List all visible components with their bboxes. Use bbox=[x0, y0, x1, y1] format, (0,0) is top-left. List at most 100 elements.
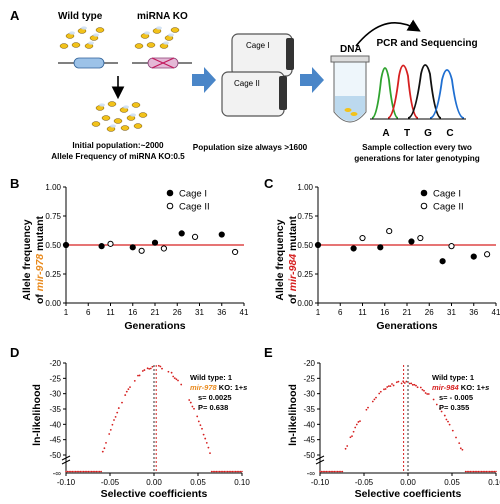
x-tick-label: 16 bbox=[380, 308, 389, 317]
likelihood-point-inf bbox=[233, 470, 235, 473]
likelihood-point-inf bbox=[239, 470, 242, 473]
likelihood-point bbox=[109, 428, 112, 431]
likelihood-point bbox=[371, 400, 374, 403]
chart-d: -20 -25 -30 -35 -40 -45 -50 -∞-0.10 -0.05 0.00 0.0… bbox=[49, 359, 250, 500]
likelihood-point bbox=[384, 388, 387, 390]
cage-1-point bbox=[151, 239, 159, 246]
likelihood-point bbox=[124, 394, 127, 396]
x-tick-label: 0.10 bbox=[234, 478, 250, 487]
likelihood-point-inf bbox=[86, 470, 88, 473]
likelihood-point-inf bbox=[479, 470, 481, 473]
y-tick-label: 0.00 bbox=[297, 299, 313, 308]
likelihood-point bbox=[344, 447, 347, 450]
likelihood-point-inf bbox=[319, 470, 321, 473]
likelihood-point bbox=[359, 420, 361, 423]
likelihood-point-inf bbox=[68, 470, 70, 473]
likelihood-point bbox=[387, 385, 390, 388]
legend-marker bbox=[420, 202, 428, 210]
svg-text:P= 0.355: P= 0.355 bbox=[439, 403, 469, 412]
likelihood-point bbox=[138, 374, 141, 377]
likelihood-point-inf bbox=[335, 470, 337, 473]
legend-label: Cage I bbox=[433, 189, 461, 200]
x-axis-label: Generations bbox=[376, 320, 437, 332]
likelihood-point bbox=[111, 423, 114, 426]
likelihood-point bbox=[423, 389, 425, 392]
panel-d-annotation: Wild type: 1 mir-978 KO: 1+s s= 0.0025 P… bbox=[190, 373, 247, 412]
cage-2-point bbox=[232, 248, 239, 256]
likelihood-point bbox=[455, 436, 457, 439]
likelihood-point-inf bbox=[215, 470, 218, 473]
y-tick-label: 0.50 bbox=[297, 241, 313, 250]
likelihood-point-inf bbox=[327, 470, 329, 473]
likelihood-point-inf bbox=[322, 470, 325, 473]
likelihood-point-inf bbox=[73, 470, 75, 473]
likelihood-point-inf bbox=[228, 470, 230, 473]
x-tick-label: 21 bbox=[403, 308, 412, 317]
likelihood-point-inf bbox=[495, 470, 497, 473]
likelihood-point bbox=[114, 415, 117, 418]
likelihood-point bbox=[180, 383, 183, 386]
likelihood-point bbox=[395, 381, 398, 384]
svg-text:Allele frequency: Allele frequency bbox=[21, 219, 33, 300]
cage-2-point bbox=[448, 243, 455, 250]
svg-text:mir-978 KO: 1+s: mir-978 KO: 1+s bbox=[190, 383, 247, 392]
x-tick-label: 26 bbox=[173, 308, 182, 317]
likelihood-point-inf bbox=[325, 470, 328, 473]
likelihood-point bbox=[127, 388, 130, 391]
y-tick-label: 1.00 bbox=[45, 183, 61, 192]
likelihood-point bbox=[207, 446, 210, 449]
cage-2-point bbox=[191, 233, 199, 240]
x-tick-label: -0.10 bbox=[57, 478, 76, 487]
likelihood-point bbox=[143, 369, 146, 371]
allele-frequency-text: Allele Frequency of miRNA KO:0.5 bbox=[51, 152, 185, 161]
likelihood-point bbox=[386, 386, 389, 388]
likelihood-point-inf bbox=[217, 470, 219, 473]
likelihood-point-inf bbox=[92, 470, 94, 473]
likelihood-point bbox=[432, 398, 435, 401]
x-tick-label: -0.05 bbox=[355, 478, 374, 487]
likelihood-point-inf bbox=[336, 470, 339, 473]
likelihood-point bbox=[201, 427, 203, 430]
likelihood-point-inf bbox=[340, 470, 342, 473]
likelihood-point bbox=[413, 383, 416, 386]
y-tick-label: -25 bbox=[303, 374, 315, 383]
dna-label: DNA bbox=[340, 44, 362, 55]
cage-2-point bbox=[160, 245, 167, 252]
legend-marker bbox=[420, 189, 428, 197]
likelihood-point bbox=[170, 371, 173, 374]
likelihood-point bbox=[137, 374, 139, 377]
cage-1-point bbox=[129, 244, 136, 251]
x-tick-label: 1 bbox=[316, 308, 321, 317]
likelihood-point bbox=[459, 447, 462, 450]
likelihood-point-inf bbox=[236, 470, 238, 473]
likelihood-point-inf bbox=[485, 470, 488, 473]
likelihood-point-inf bbox=[474, 470, 477, 473]
y-tick-label: -50 bbox=[49, 451, 61, 460]
likelihood-point bbox=[410, 382, 413, 385]
panel-d-ylabel: ln-likelihood bbox=[31, 384, 43, 446]
likelihood-point bbox=[435, 403, 438, 406]
likelihood-point bbox=[116, 411, 119, 414]
svg-text:s= 0.0025: s= 0.0025 bbox=[198, 393, 232, 402]
likelihood-point bbox=[125, 390, 128, 393]
likelihood-point-inf bbox=[81, 470, 83, 473]
likelihood-point-inf bbox=[466, 470, 469, 473]
likelihood-point bbox=[209, 452, 211, 455]
x-axis-label: Selective coefficients bbox=[101, 488, 208, 500]
axis-break bbox=[315, 459, 325, 465]
likelihood-point-inf bbox=[464, 470, 467, 473]
likelihood-point-inf bbox=[90, 470, 93, 473]
population-size-text: Population size always >1600 bbox=[193, 143, 308, 152]
y-tick-label: -30 bbox=[49, 390, 61, 399]
likelihood-point-inf bbox=[469, 470, 472, 473]
likelihood-point bbox=[175, 378, 178, 381]
likelihood-point bbox=[427, 393, 430, 395]
x-tick-label: 0.10 bbox=[488, 478, 500, 487]
gene-mirna-ko bbox=[132, 57, 192, 69]
x-tick-label: 1 bbox=[64, 308, 69, 317]
svg-text:mir-984 KO: 1+s: mir-984 KO: 1+s bbox=[432, 383, 489, 392]
x-tick-label: -0.10 bbox=[311, 478, 330, 487]
likelihood-point-inf bbox=[471, 470, 473, 473]
likelihood-point-inf bbox=[476, 470, 478, 473]
likelihood-point-inf bbox=[477, 470, 480, 473]
